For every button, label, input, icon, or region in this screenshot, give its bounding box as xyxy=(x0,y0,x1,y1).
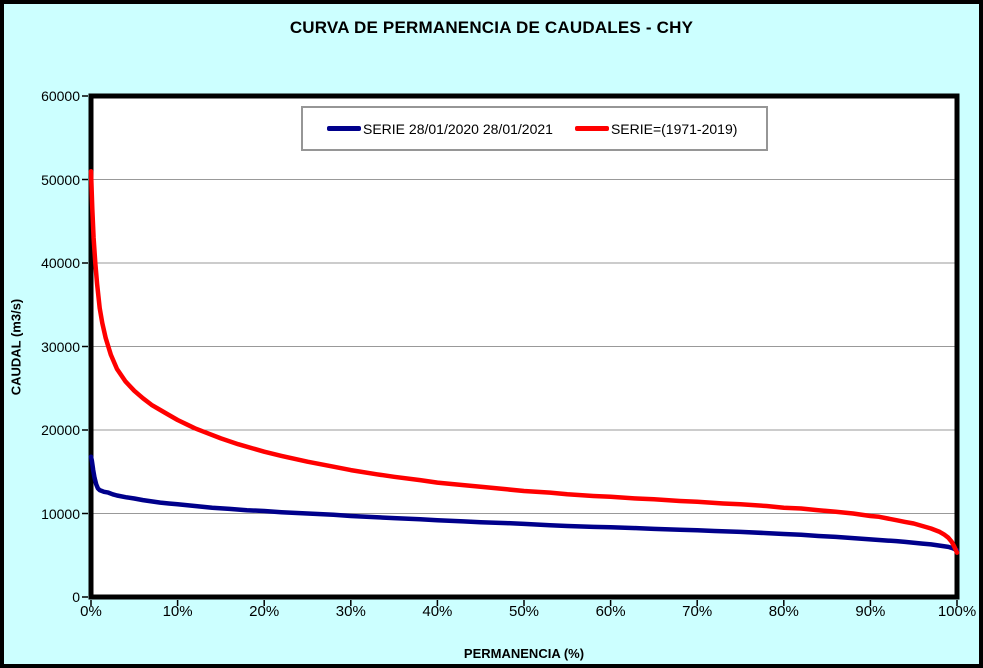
legend-line-blue-icon xyxy=(327,126,361,131)
x-tick-label: 80% xyxy=(768,603,799,620)
chart-title: CURVA DE PERMANENCIA DE CAUDALES - CHY xyxy=(289,18,694,37)
x-tick-label: 30% xyxy=(335,603,366,620)
y-tick-label: 0 xyxy=(72,589,80,605)
y-tick-label: 60000 xyxy=(41,88,80,104)
x-tick-label: 10% xyxy=(162,603,193,620)
x-axis-tick-labels: 0% 10% 20% 30% 40% 50% 60% 70% 80% 90% 100% xyxy=(80,603,976,623)
x-tick-label: 70% xyxy=(682,603,713,620)
y-tick-label: 40000 xyxy=(41,255,80,271)
y-tick-label: 20000 xyxy=(41,422,80,438)
x-tick-label: 90% xyxy=(855,603,886,620)
plot-border xyxy=(88,93,960,600)
x-tick-label: 100% xyxy=(937,603,977,620)
y-axis-title: CAUDAL (m3/s) xyxy=(8,298,24,396)
legend-line-red-icon xyxy=(574,126,609,131)
series-line-1 xyxy=(88,168,960,555)
y-tick-label: 10000 xyxy=(41,505,80,522)
legend-item-serie-2020-2021: SERIE 28/01/2020 28/01/2021 xyxy=(327,121,553,137)
y-axis-tick-labels: 0 10000 20000 30000 40000 50000 60000 xyxy=(4,88,80,605)
x-tick-label: 0% xyxy=(80,603,102,620)
x-axis-title: PERMANENCIA (%) xyxy=(463,646,585,661)
legend: SERIE 28/01/2020 28/01/2021 SERIE=(1971-… xyxy=(301,106,768,151)
series-line-0 xyxy=(88,454,960,553)
x-tick-label: 60% xyxy=(595,603,626,620)
legend-label-serie-2020-2021: SERIE 28/01/2020 28/01/2021 xyxy=(363,120,553,137)
x-tick-label: 40% xyxy=(422,603,453,620)
legend-item-serie-1971-2019: SERIE=(1971-2019) xyxy=(574,120,738,137)
x-tick-label: 20% xyxy=(249,603,280,620)
y-tick-label: 50000 xyxy=(41,171,80,188)
plot-area xyxy=(82,93,960,606)
legend-label-serie-1971-2019: SERIE=(1971-2019) xyxy=(610,120,738,137)
x-tick-label: 50% xyxy=(508,603,540,620)
y-tick-label: 30000 xyxy=(41,338,80,355)
